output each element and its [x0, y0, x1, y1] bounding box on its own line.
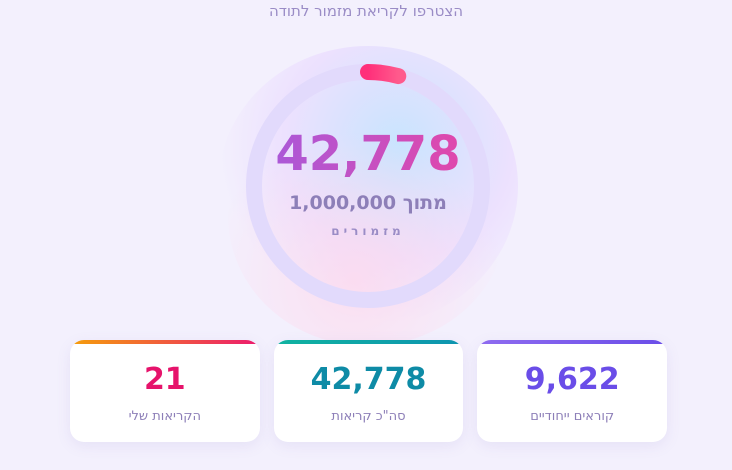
subtitle: הצטרפו לקריאת מזמור לתודה [268, 2, 464, 20]
stat-cards: 9,622 קוראים ייחודיים 42,778 סה"כ קריאות 21 ה… [69, 340, 667, 442]
card-label: קוראים ייחודיים [530, 409, 615, 424]
unit: מזמורים [331, 224, 405, 238]
stat-card: 21 הקריאות שלי [69, 340, 260, 442]
of-label: מתוך [402, 192, 447, 214]
progress-arc [360, 64, 407, 85]
card-accent [69, 340, 260, 344]
progress-count: 42,778 [218, 126, 518, 182]
card-accent [273, 340, 464, 344]
total: 1,000,000 [289, 192, 397, 214]
card-accent [477, 340, 667, 344]
card-value: 21 [143, 362, 186, 397]
progress-total: מתוך 1,000,000 [218, 192, 518, 214]
stat-card: 9,622 קוראים ייחודיים [477, 340, 667, 442]
card-label: סה"כ קריאות [331, 409, 406, 424]
ring-track [246, 64, 490, 308]
card-value: 42,778 [310, 362, 427, 397]
stat-card: 42,778 סה"כ קריאות [273, 340, 464, 442]
card-label: הקריאות שלי [128, 409, 202, 424]
card-value: 9,622 [524, 362, 620, 397]
